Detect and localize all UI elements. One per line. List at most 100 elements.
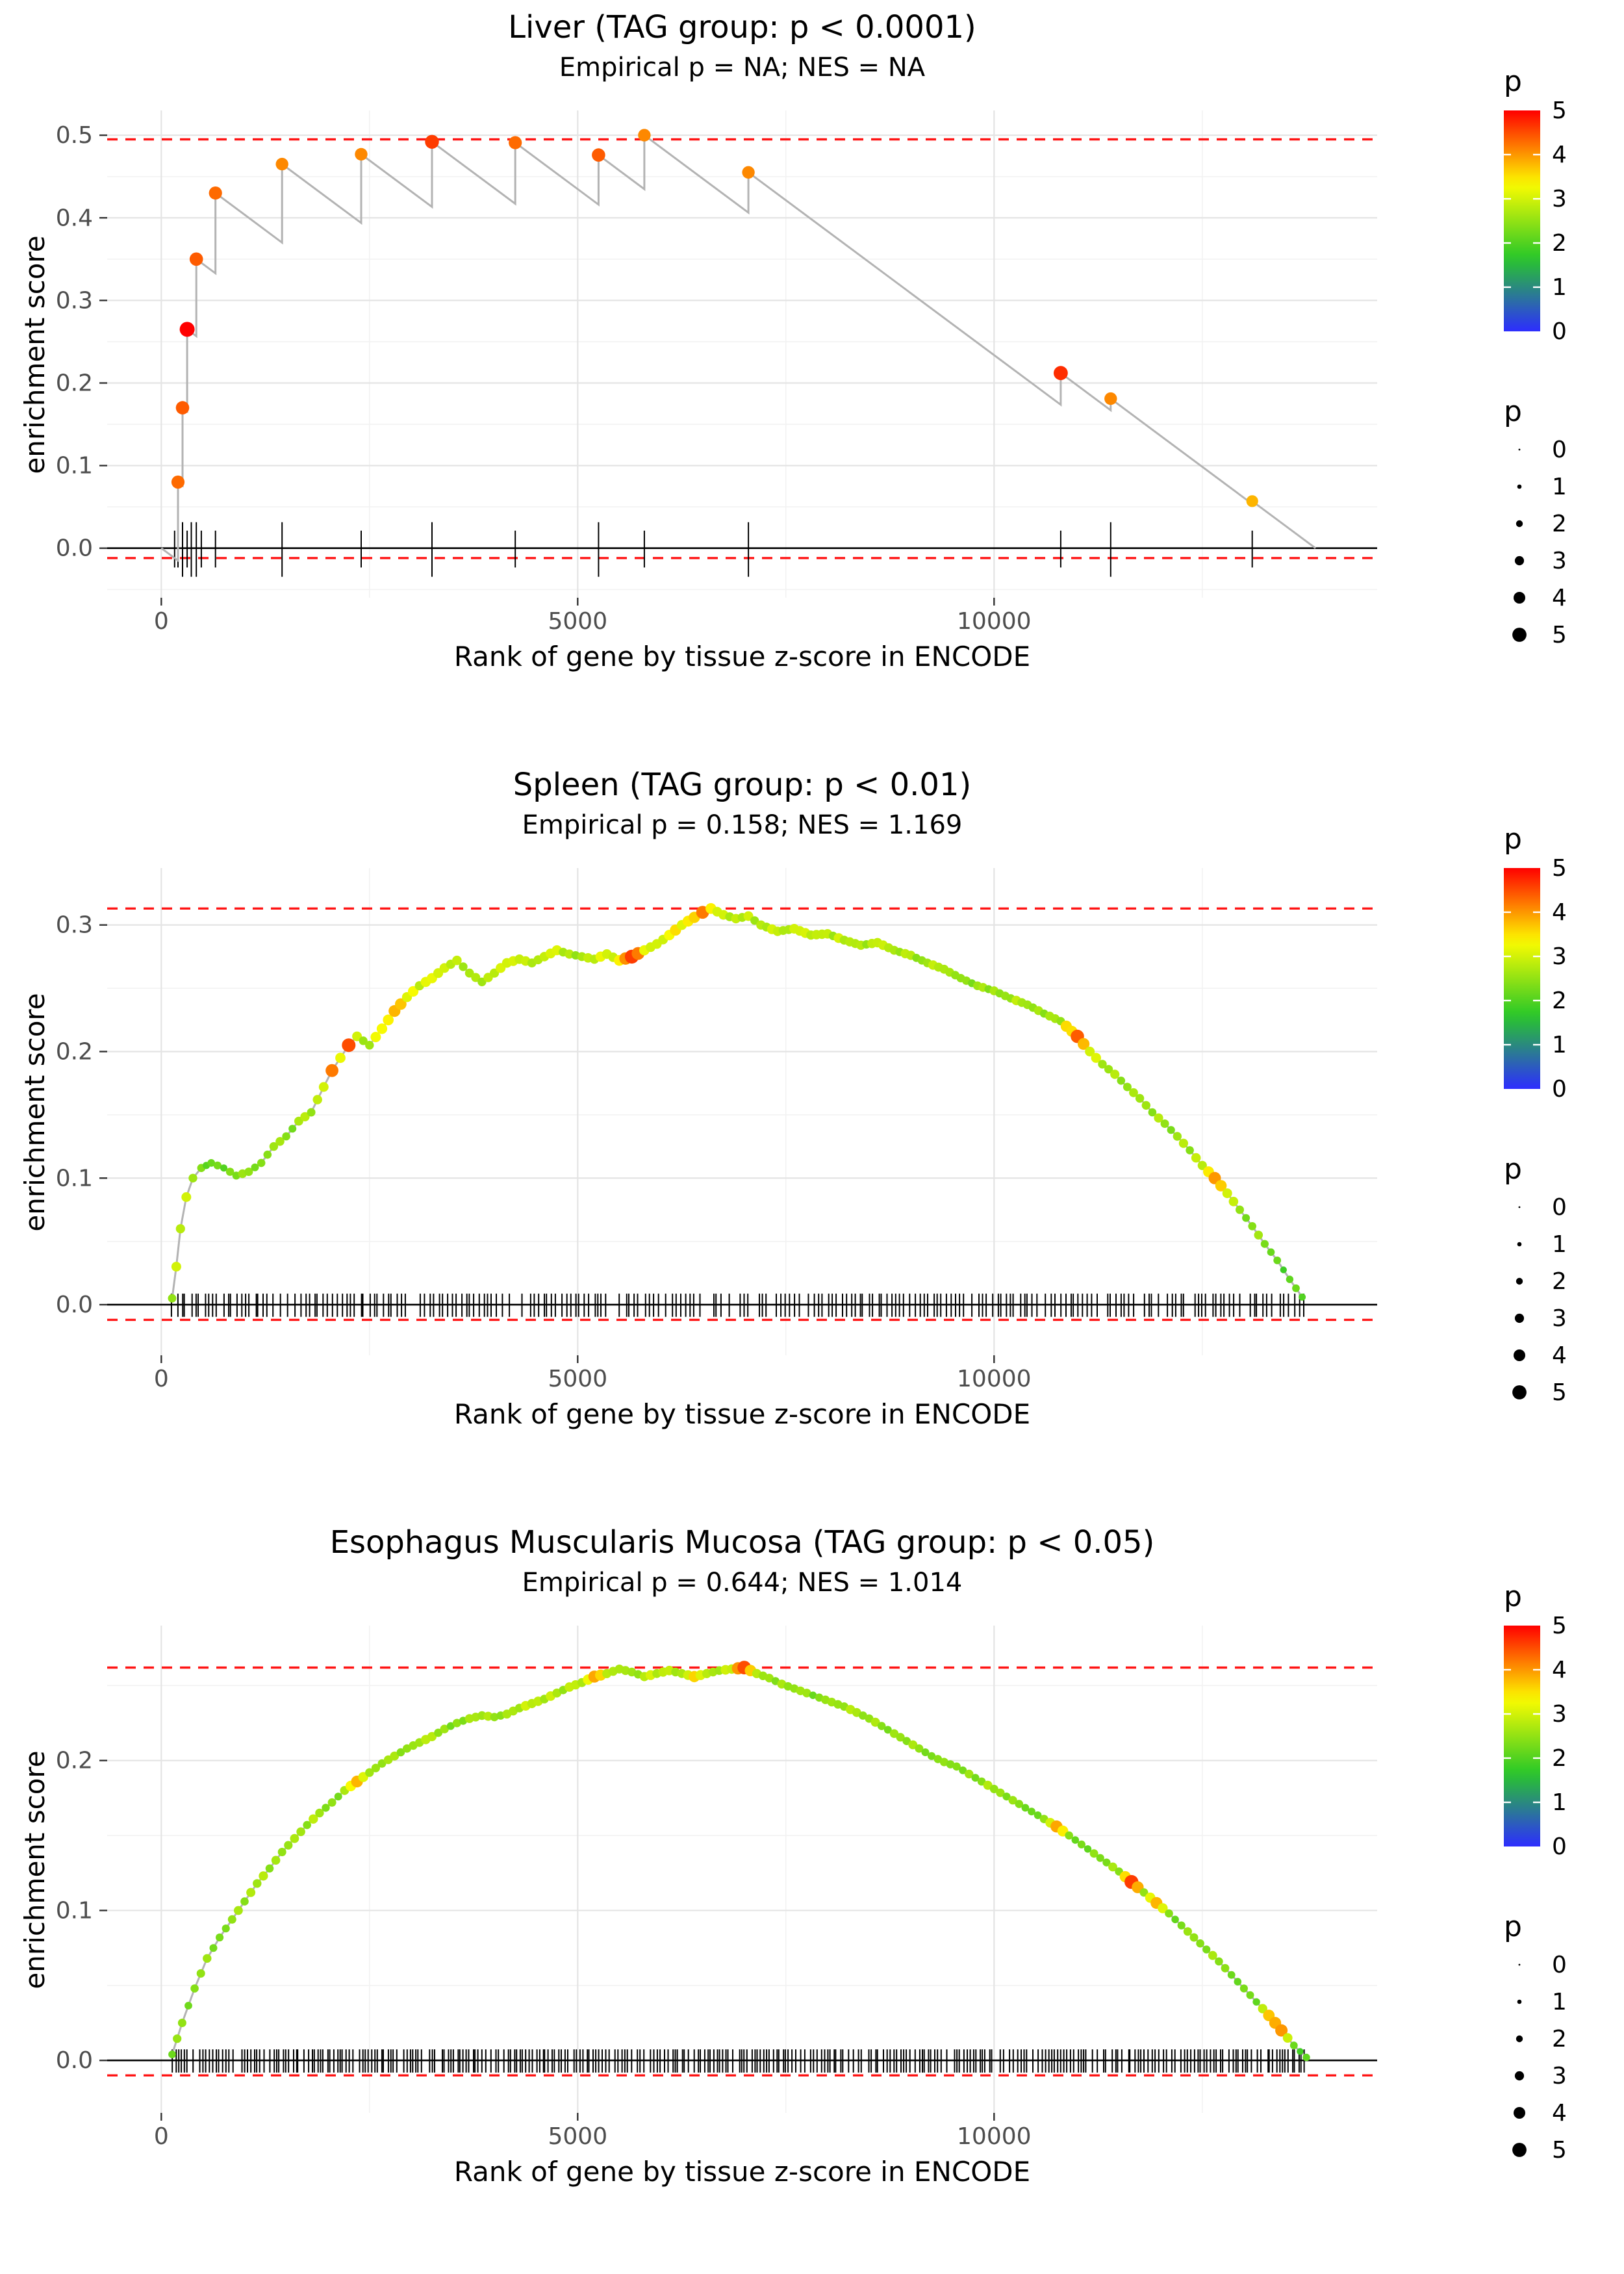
svg-text:0: 0 (1552, 1194, 1567, 1221)
y-axis: 0.0 0.1 0.2 (56, 1748, 107, 2074)
svg-text:1: 1 (1552, 474, 1567, 500)
svg-text:10000: 10000 (957, 2123, 1032, 2150)
x-axis-label: Rank of gene by tissue z-score in ENCODE (453, 641, 1031, 672)
svg-text:5: 5 (1552, 1613, 1567, 1639)
svg-text:0.5: 0.5 (56, 122, 93, 149)
svg-text:1: 1 (1552, 1789, 1567, 1816)
svg-text:5: 5 (1552, 1379, 1567, 1406)
svg-text:2: 2 (1552, 230, 1567, 257)
gene-rug (170, 1294, 1304, 1317)
enrichment-curve (160, 133, 1316, 563)
enrichment-curve (171, 1667, 1308, 2058)
enrichment-points (168, 1661, 1310, 2062)
svg-text:5: 5 (1552, 622, 1567, 648)
svg-text:0: 0 (1552, 318, 1567, 345)
panel-title: Esophagus Muscularis Mucosa (TAG group: … (329, 1524, 1155, 1561)
y-axis: 0.0 0.1 0.2 0.3 (56, 912, 107, 1318)
svg-text:10000: 10000 (957, 608, 1032, 635)
enrichment-curve (171, 907, 1303, 1299)
grid (107, 868, 1377, 1355)
panel-subtitle: Empirical p = 0.644; NES = 1.014 (522, 1568, 963, 1598)
gene-rug (171, 2049, 1305, 2073)
grid (107, 1626, 1377, 2113)
size-legend: p 0 1 2 3 4 5 (1504, 1153, 1567, 1406)
color-legend: p 5 4 3 2 1 0 (1504, 1580, 1567, 1860)
color-legend: p 5 4 3 2 1 0 (1504, 65, 1567, 345)
svg-text:0.4: 0.4 (56, 205, 93, 231)
svg-text:4: 4 (1552, 899, 1567, 926)
x-axis-label: Rank of gene by tissue z-score in ENCODE (453, 2156, 1031, 2188)
threshold-lines (107, 138, 1377, 559)
svg-text:1: 1 (1552, 274, 1567, 301)
svg-text:0.2: 0.2 (56, 1748, 93, 1774)
svg-text:0.1: 0.1 (56, 1165, 93, 1192)
svg-text:4: 4 (1552, 1657, 1567, 1683)
svg-text:p: p (1504, 395, 1522, 428)
svg-text:4: 4 (1552, 2100, 1567, 2127)
x-axis: 0 5000 10000 (154, 1355, 1032, 1392)
color-legend: p 5 4 3 2 1 0 (1504, 823, 1567, 1103)
svg-text:5000: 5000 (548, 1366, 607, 1392)
esophagus-plot-canvas: 0 5000 10000 0.0 0.1 0.2 p 5 4 3 2 1 0 p 0 1 2 3 4 5 (56, 1580, 1567, 2164)
panel-subtitle: Empirical p = 0.158; NES = 1.169 (522, 810, 963, 840)
svg-text:0.0: 0.0 (56, 1292, 93, 1318)
liver-plot-canvas: 0 5000 10000 0.0 0.1 0.2 0.3 0.4 0.5 p 5 4 3 2 1 0 p 0 1 2 3… (56, 65, 1567, 648)
y-axis-label: enrichment score (19, 235, 51, 474)
svg-text:2: 2 (1552, 988, 1567, 1014)
svg-text:1: 1 (1552, 1989, 1567, 2015)
svg-text:4: 4 (1552, 1342, 1567, 1369)
svg-text:5: 5 (1552, 855, 1567, 882)
svg-text:0: 0 (154, 2123, 169, 2150)
svg-text:0.1: 0.1 (56, 453, 93, 479)
svg-text:10000: 10000 (957, 1366, 1032, 1392)
threshold-lines (107, 1666, 1377, 2077)
svg-text:0: 0 (154, 608, 169, 635)
svg-text:3: 3 (1552, 943, 1567, 970)
size-legend: p 0 1 2 3 4 5 (1504, 395, 1567, 648)
spleen-plot-canvas: 0 5000 10000 0.0 0.1 0.2 0.3 p 5 4 3 2 1 0 p 0 1 2 3 4 5 (56, 823, 1567, 1406)
panel-liver: 0 5000 10000 0.0 0.1 0.2 0.3 0.4 0.5 p 5 4 3 2 1 0 p 0 1 2 3… (0, 0, 1624, 758)
svg-text:0.0: 0.0 (56, 2047, 93, 2074)
svg-text:3: 3 (1552, 1701, 1567, 1728)
y-axis-label: enrichment score (19, 993, 51, 1232)
y-axis-label: enrichment score (19, 1750, 51, 1989)
svg-text:2: 2 (1552, 1745, 1567, 1772)
size-legend: p 0 1 2 3 4 5 (1504, 1910, 1567, 2164)
svg-text:p: p (1504, 1153, 1522, 1186)
svg-text:3: 3 (1552, 186, 1567, 212)
svg-text:0.1: 0.1 (56, 1897, 93, 1924)
svg-text:4: 4 (1552, 585, 1567, 611)
panel-spleen: 0 5000 10000 0.0 0.1 0.2 0.3 p 5 4 3 2 1 0 p 0 1 2 3 4 5 Spl… (0, 758, 1624, 1515)
svg-text:0: 0 (1552, 1952, 1567, 1978)
threshold-lines (107, 907, 1377, 1322)
svg-text:5000: 5000 (548, 608, 607, 635)
svg-text:1: 1 (1552, 1231, 1567, 1258)
svg-text:2: 2 (1552, 511, 1567, 537)
grid (107, 110, 1377, 598)
svg-text:0: 0 (1552, 1076, 1567, 1103)
x-axis: 0 5000 10000 (154, 2113, 1032, 2150)
svg-text:2: 2 (1552, 2026, 1567, 2052)
svg-text:0: 0 (1552, 1833, 1567, 1860)
svg-text:3: 3 (1552, 1305, 1567, 1332)
svg-text:2: 2 (1552, 1268, 1567, 1295)
y-axis: 0.0 0.1 0.2 0.3 0.4 0.5 (56, 122, 107, 562)
svg-text:5: 5 (1552, 2137, 1567, 2164)
panel-title: Liver (TAG group: p < 0.0001) (508, 9, 976, 45)
panel-subtitle: Empirical p = NA; NES = NA (559, 53, 926, 83)
svg-text:0.3: 0.3 (56, 912, 93, 939)
enrichment-points (171, 129, 1258, 507)
panel-title: Spleen (TAG group: p < 0.01) (513, 767, 972, 803)
svg-text:0.2: 0.2 (56, 370, 93, 396)
panel-esophagus-muscularis-mucosa: 0 5000 10000 0.0 0.1 0.2 p 5 4 3 2 1 0 p 0 1 2 3 4 5 Esopha… (0, 1515, 1624, 2273)
svg-text:3: 3 (1552, 548, 1567, 574)
gene-rug (173, 522, 1253, 577)
svg-text:0.0: 0.0 (56, 535, 93, 562)
svg-text:p: p (1504, 823, 1522, 856)
x-axis: 0 5000 10000 (154, 598, 1032, 635)
enrichment-points (168, 903, 1306, 1303)
svg-text:4: 4 (1552, 142, 1567, 168)
x-axis-label: Rank of gene by tissue z-score in ENCODE (453, 1398, 1031, 1430)
svg-text:0.3: 0.3 (56, 287, 93, 314)
svg-text:p: p (1504, 1580, 1522, 1613)
